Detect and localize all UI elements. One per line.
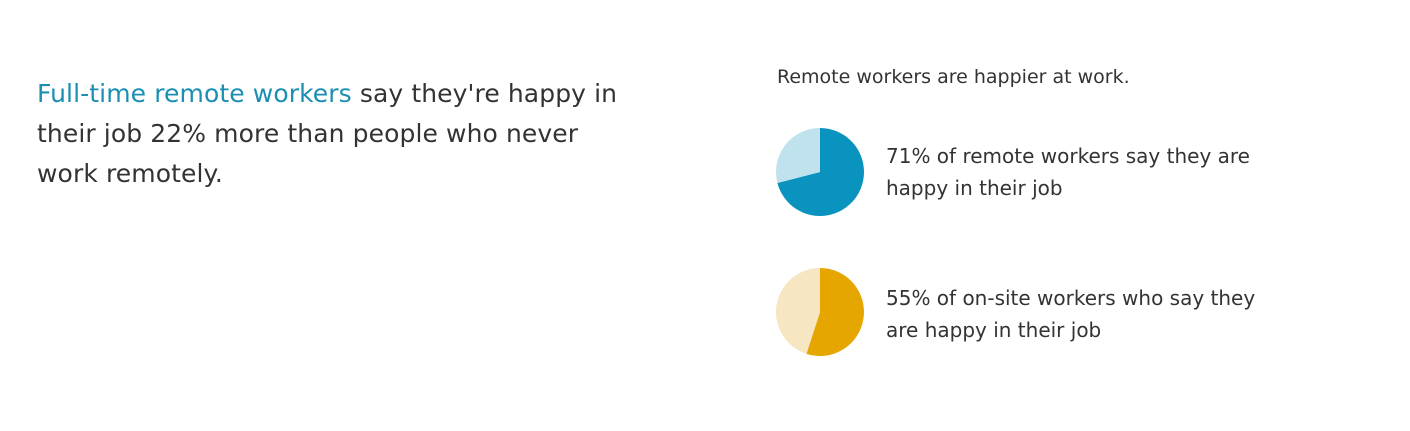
intro-text: say they're happy in their job 22% more … <box>37 79 618 188</box>
intro-statement: Full-time remote workers say they're hap… <box>37 74 637 194</box>
pie-slice-happy <box>806 268 864 356</box>
stat-remote: 71% of remote workers say they are happy… <box>775 127 1335 217</box>
stat-remote-caption: 71% of remote workers say they are happy… <box>886 144 1250 200</box>
pie-slice-other <box>775 128 820 183</box>
intro-highlight: Full-time remote workers <box>37 79 352 108</box>
pie-slice-happy <box>777 128 864 216</box>
stat-onsite: 55% of on-site workers who say they are … <box>775 267 1335 357</box>
pie-slice-other <box>775 268 820 354</box>
pie-chart-remote <box>775 128 864 216</box>
stat-onsite-caption: 55% of on-site workers who say they are … <box>886 286 1256 342</box>
pie-chart-onsite <box>775 268 864 356</box>
stats-title: Remote workers are happier at work. <box>777 66 1130 88</box>
